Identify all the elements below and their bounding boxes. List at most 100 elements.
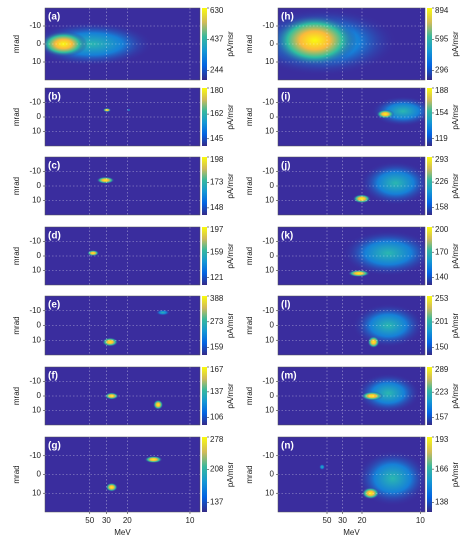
colorbar-tick-label: 894 (435, 6, 449, 15)
y-tick-label: 10 (32, 335, 41, 344)
colorbar-tick-label: 223 (435, 387, 449, 396)
intensity-blob (102, 337, 119, 347)
colorbar-tick-label: 137 (210, 497, 224, 506)
colorbar-tick-label: 166 (435, 464, 449, 473)
intensity-blob (153, 399, 164, 410)
colorbar-tick-label: 159 (210, 342, 224, 351)
heatmap-blobs (352, 161, 425, 206)
y-tick-label: 10 (32, 196, 41, 205)
colorbar (202, 367, 207, 425)
y-tick-label: 10 (265, 57, 274, 66)
colorbar-tick-label: 193 (435, 435, 449, 444)
y-tick-label: -10 (29, 98, 41, 107)
colorbar-tick-label: 226 (435, 177, 449, 186)
x-tick-label: 20 (123, 516, 132, 525)
colorbar-tick-label: 198 (210, 155, 224, 164)
y-axis-label: mrad (245, 247, 254, 265)
colorbar-tick-label: 201 (435, 317, 449, 326)
colorbar-label: pA/msr (451, 462, 460, 488)
panel-label: (e) (48, 300, 60, 311)
intensity-blob (361, 391, 384, 401)
colorbar-label: pA/msr (226, 313, 235, 339)
colorbar-label: pA/msr (226, 462, 235, 488)
y-tick-label: 0 (270, 321, 275, 330)
colorbar (202, 157, 207, 215)
colorbar-tick-label: 121 (210, 273, 224, 282)
y-tick-label: -10 (262, 377, 274, 386)
colorbar-tick-label: 293 (435, 155, 449, 164)
heatmap-blobs (352, 303, 425, 349)
colorbar (427, 437, 432, 512)
y-tick-label: 10 (32, 266, 41, 275)
colorbar-tick-label: 150 (435, 343, 449, 352)
intensity-blob (376, 109, 395, 119)
y-tick-label: 0 (37, 391, 42, 400)
y-tick-label: 10 (265, 335, 274, 344)
heatmap-blobs (96, 176, 115, 184)
y-tick-label: 0 (37, 39, 42, 48)
intensity-blob (126, 108, 131, 112)
y-tick-label: 10 (32, 488, 41, 497)
y-axis-label: mrad (12, 35, 21, 53)
y-tick-label: 0 (270, 181, 275, 190)
panel-label: (i) (281, 92, 290, 103)
panel-label: (n) (281, 441, 294, 452)
colorbar-tick-label: 157 (435, 412, 449, 421)
colorbar (427, 8, 432, 80)
intensity-blob (361, 487, 380, 500)
colorbar-label: pA/msr (226, 243, 235, 269)
colorbar-tick-label: 200 (435, 225, 449, 234)
y-axis-label: mrad (12, 465, 21, 483)
colorbar-label: pA/msr (226, 31, 235, 57)
colorbar (427, 157, 432, 215)
y-tick-label: 0 (37, 112, 42, 121)
colorbar-label: pA/msr (451, 104, 460, 130)
intensity-blob (359, 161, 425, 206)
intensity-blob (103, 108, 111, 113)
colorbar (427, 367, 432, 425)
colorbar-tick-label: 630 (210, 6, 224, 15)
colorbar-label: pA/msr (226, 104, 235, 130)
y-axis-label: mrad (12, 247, 21, 265)
intensity-blob (347, 269, 370, 277)
x-tick-label: 30 (338, 516, 347, 525)
colorbar-tick-label: 138 (435, 498, 449, 507)
colorbar-tick-label: 188 (435, 86, 449, 95)
colorbar (202, 296, 207, 355)
intensity-blob (144, 456, 163, 463)
intensity-blob (367, 336, 380, 349)
intensity-blob (352, 303, 425, 348)
panel-label: (k) (281, 231, 293, 242)
intensity-blob (105, 482, 118, 492)
colorbar (202, 8, 207, 80)
x-axis-label: MeV (114, 528, 131, 537)
colorbar-label: pA/msr (451, 243, 460, 269)
intensity-blob (87, 250, 100, 257)
heatmap-blobs (105, 456, 163, 492)
colorbar-label: pA/msr (451, 173, 460, 199)
colorbar (202, 437, 207, 512)
y-tick-label: 10 (265, 488, 274, 497)
panel-label: (f) (48, 371, 58, 382)
y-tick-label: -10 (29, 377, 41, 386)
y-tick-label: -10 (262, 451, 274, 460)
intensity-blob (96, 176, 115, 184)
colorbar (427, 227, 432, 285)
heatmap-blobs (87, 250, 100, 257)
colorbar-tick-label: 137 (210, 387, 224, 396)
heatmap-blobs (102, 309, 170, 347)
y-tick-label: 0 (37, 251, 42, 260)
x-tick-label: 50 (323, 516, 332, 525)
colorbar-tick-label: 437 (210, 34, 224, 43)
colorbar (427, 88, 432, 146)
colorbar-tick-label: 296 (435, 66, 449, 75)
colorbar-tick-label: 158 (435, 203, 449, 212)
panel-label: (m) (281, 371, 297, 382)
panel-label: (h) (281, 12, 294, 23)
y-tick-label: -10 (262, 167, 274, 176)
